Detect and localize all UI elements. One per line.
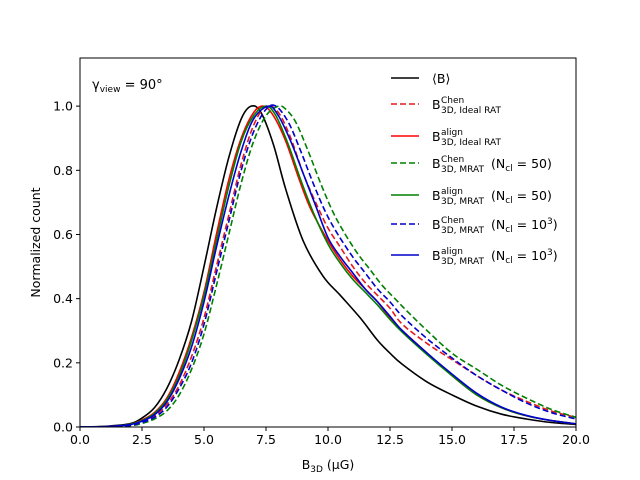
x-tick-label: 20.0 xyxy=(562,432,590,447)
legend-label-sup: Chen xyxy=(441,96,464,106)
legend-label-base: ⟨B⟩ xyxy=(432,71,450,86)
legend-label-rest-tail: = 50) xyxy=(513,156,552,171)
legend-label-rest-sup: 3 xyxy=(547,217,553,227)
series-line-7 xyxy=(80,105,576,427)
legend-label-rest-end: ) xyxy=(553,248,558,263)
legend-label-sub: 3D, MRAT xyxy=(441,165,484,175)
y-tick-label: 0.0 xyxy=(53,420,73,435)
legend-label-rest-sup: 3 xyxy=(547,248,553,258)
legend-label-rest-sub: cl xyxy=(505,196,512,206)
series-line-6 xyxy=(80,104,576,427)
x-tick-label: 10.0 xyxy=(314,432,342,447)
legend-label-rest-tail: = 10 xyxy=(513,248,547,263)
legend-label: BChen 3D, MRAT (Ncl = 50) xyxy=(432,155,552,175)
y-axis: 0.0 0.2 0.4 0.6 0.8 1.0 xyxy=(53,99,80,435)
legend-label: BChen 3D, Ideal RAT xyxy=(432,96,502,116)
legend-label: BChen 3D, MRAT (Ncl = 103) xyxy=(432,216,558,236)
legend-label: ⟨B⟩ xyxy=(432,71,450,86)
legend-label-rest-sub: cl xyxy=(505,164,512,174)
series-line-4 xyxy=(80,105,576,427)
legend-label-base: B xyxy=(432,129,441,144)
legend-label-base: B xyxy=(432,248,441,263)
legend-label-base: B xyxy=(432,156,441,171)
xlabel-sub: 3D xyxy=(310,465,323,475)
x-axis-label: B3D (μG) xyxy=(302,457,355,475)
x-tick-label: 17.5 xyxy=(500,432,528,447)
x-axis: 0.0 2.5 5.0 7.5 10.0 12.5 15.0 17.5 20.0 xyxy=(70,427,590,447)
y-axis-label: Normalized count xyxy=(28,187,43,297)
legend-label-rest: (N xyxy=(487,248,505,263)
legend-label-base: B xyxy=(432,97,441,112)
legend-label-base: B xyxy=(432,217,441,232)
legend-label-sub: 3D, MRAT xyxy=(441,257,484,267)
legend-label-rest-sub: cl xyxy=(505,225,512,235)
legend-label-sup: align xyxy=(441,128,463,138)
annotation-sub: view xyxy=(100,85,121,95)
legend-label-sup: Chen xyxy=(441,155,464,165)
y-tick-label: 0.6 xyxy=(53,227,73,242)
legend-label-rest-sub: cl xyxy=(505,256,512,266)
annotation-rest: = 90° xyxy=(120,78,162,93)
x-tick-label: 5.0 xyxy=(194,432,214,447)
series-line-1 xyxy=(80,104,576,427)
legend-label-rest: (N xyxy=(487,156,505,171)
series-line-5 xyxy=(80,105,576,427)
view-angle-annotation: γview = 90° xyxy=(92,78,163,95)
legend-label-sup: align xyxy=(441,247,463,257)
y-tick-label: 0.8 xyxy=(53,163,73,178)
xlabel-rest: (μG) xyxy=(323,457,354,472)
y-tick-label: 0.4 xyxy=(53,291,73,306)
x-tick-label: 2.5 xyxy=(132,432,152,447)
legend-label-sub: 3D, Ideal RAT xyxy=(441,106,502,116)
y-tick-label: 0.2 xyxy=(53,355,73,370)
legend-label-sub: 3D, Ideal RAT xyxy=(441,138,502,148)
x-tick-label: 12.5 xyxy=(376,432,404,447)
annotation-base: γ xyxy=(92,78,100,93)
legend-label-sup: align xyxy=(441,187,463,197)
legend-label-rest: (N xyxy=(487,217,505,232)
legend-label-sup: Chen xyxy=(441,216,464,226)
x-tick-label: 15.0 xyxy=(438,432,466,447)
legend-label-rest-end: ) xyxy=(553,217,558,232)
legend-label: Balign 3D, MRAT (Ncl = 103) xyxy=(432,247,558,267)
legend-label-sub: 3D, MRAT xyxy=(441,226,484,236)
legend-label: Balign 3D, MRAT (Ncl = 50) xyxy=(432,187,552,207)
x-tick-label: 0.0 xyxy=(70,432,90,447)
legend-label-rest: (N xyxy=(487,188,505,203)
y-tick-label: 1.0 xyxy=(53,99,73,114)
legend-label-base: B xyxy=(432,188,441,203)
series-layer xyxy=(80,104,576,427)
legend-label-rest-tail: = 10 xyxy=(513,217,547,232)
x-tick-label: 7.5 xyxy=(256,432,276,447)
legend-label-sub: 3D, MRAT xyxy=(441,197,484,207)
legend-label-rest-tail: = 50) xyxy=(513,188,552,203)
xlabel-base: B xyxy=(302,457,311,472)
legend-label: Balign 3D, Ideal RAT xyxy=(432,128,502,148)
